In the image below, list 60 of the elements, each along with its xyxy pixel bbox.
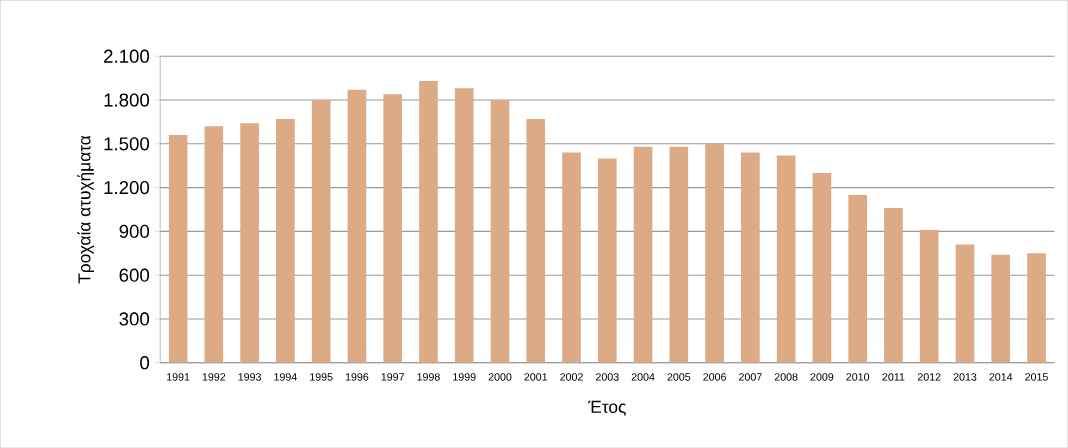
y-tick-label: 1.800 [104, 93, 150, 107]
x-tick-label: 1999 [453, 373, 476, 381]
bar [633, 146, 653, 363]
bar [812, 172, 832, 363]
bar [669, 146, 689, 363]
x-tick-label: 1991 [167, 373, 190, 381]
bar [419, 80, 438, 363]
bar [776, 155, 796, 363]
x-tick-label: 1996 [345, 373, 369, 381]
bar [919, 229, 939, 363]
bar [1027, 253, 1046, 363]
y-tick-label: 2.100 [104, 49, 150, 63]
x-tick-label: 1997 [381, 373, 404, 381]
bar [276, 118, 295, 363]
x-tick-label: 2002 [560, 373, 583, 381]
x-tick-label: 2003 [595, 373, 619, 381]
bar [562, 152, 581, 363]
x-tick-label: 1998 [417, 373, 440, 381]
bar [347, 89, 367, 363]
x-tick-label: 2010 [846, 373, 870, 381]
x-tick-label: 2013 [953, 373, 977, 381]
y-tick-label: 1.500 [104, 137, 150, 151]
bar [204, 126, 224, 363]
x-tick-label: 2008 [774, 373, 798, 381]
y-tick-label: 0 [140, 355, 150, 370]
y-axis-title: Τροχαία ατυχήματα [77, 135, 94, 284]
x-tick-label: 2005 [667, 373, 691, 381]
x-tick-label: 2007 [739, 373, 762, 381]
x-tick-label: 1993 [238, 373, 261, 381]
x-axis-title: Έτος [588, 400, 626, 416]
x-tick-label: 2006 [703, 373, 726, 381]
x-tick-label: 2004 [631, 373, 655, 381]
y-tick-label: 600 [119, 268, 150, 282]
bar [741, 152, 760, 363]
x-tick-label: 1994 [274, 373, 297, 381]
bar [383, 94, 403, 363]
x-tick-label: 2000 [488, 373, 512, 381]
bar [311, 99, 331, 363]
x-tick-label: 2011 [882, 373, 905, 381]
y-tick-label: 1.200 [104, 180, 150, 195]
x-tick-label: 2015 [1025, 373, 1048, 381]
bar [955, 244, 975, 363]
x-tick-label: 2012 [917, 373, 941, 381]
x-tick-label: 2001 [524, 373, 548, 381]
bar [848, 194, 868, 363]
y-tick-label: 900 [119, 224, 150, 238]
bar [991, 254, 1011, 363]
bar [490, 99, 510, 363]
bar [240, 123, 259, 363]
x-tick-label: 1995 [310, 373, 333, 381]
bar [705, 143, 724, 363]
x-tick-label: 2009 [810, 373, 834, 381]
bar [884, 207, 903, 363]
bar [168, 134, 188, 363]
x-tick-label: 1992 [202, 373, 226, 381]
bar [454, 88, 474, 363]
x-tick-label: 2014 [989, 373, 1013, 381]
bar [526, 118, 546, 363]
bar [597, 158, 617, 363]
y-tick-label: 300 [119, 312, 150, 326]
